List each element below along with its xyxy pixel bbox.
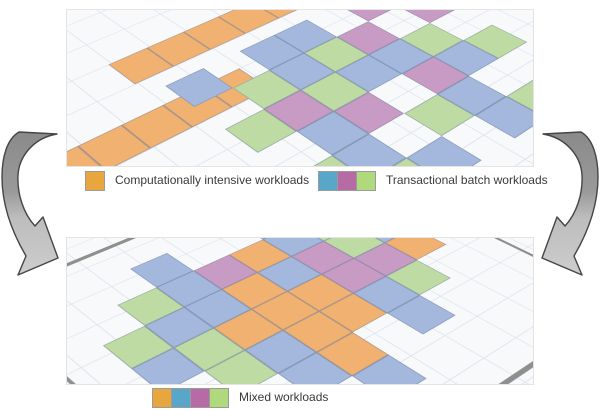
workload-tile <box>398 10 459 24</box>
legend-color-swatch <box>356 170 376 191</box>
perspective-grid-floor <box>67 238 533 384</box>
mixed-legend-label: Mixed workloads <box>239 390 329 404</box>
legend-color-swatch <box>318 170 338 191</box>
consolidated-workloads-panel <box>66 237 534 385</box>
legend-color-swatch <box>171 387 191 408</box>
workload-tile <box>406 136 482 166</box>
legend-color-swatch <box>209 387 229 408</box>
separate-workloads-panel <box>66 9 534 167</box>
computational-legend-label: Computationally intensive workloads <box>115 173 310 187</box>
transactional-swatch-group <box>318 170 376 191</box>
mixed-swatch-group <box>152 387 229 408</box>
curved-merge-arrow-right-icon <box>541 131 599 276</box>
legend-color-swatch <box>190 387 210 408</box>
legend-computational: Computationally intensive workloads <box>85 170 309 191</box>
legend-color-swatch <box>152 387 172 408</box>
legend-transactional: Transactional batch workloads <box>318 170 548 191</box>
curved-merge-arrow-left-icon <box>1 131 59 276</box>
perspective-grid-floor <box>67 10 533 166</box>
computational-swatch <box>85 170 105 191</box>
transactional-legend-label: Transactional batch workloads <box>386 173 548 187</box>
legend-color-swatch <box>85 170 105 191</box>
legend-mixed: Mixed workloads <box>152 387 328 408</box>
workload-tile <box>338 10 399 22</box>
legend-color-swatch <box>337 170 357 191</box>
